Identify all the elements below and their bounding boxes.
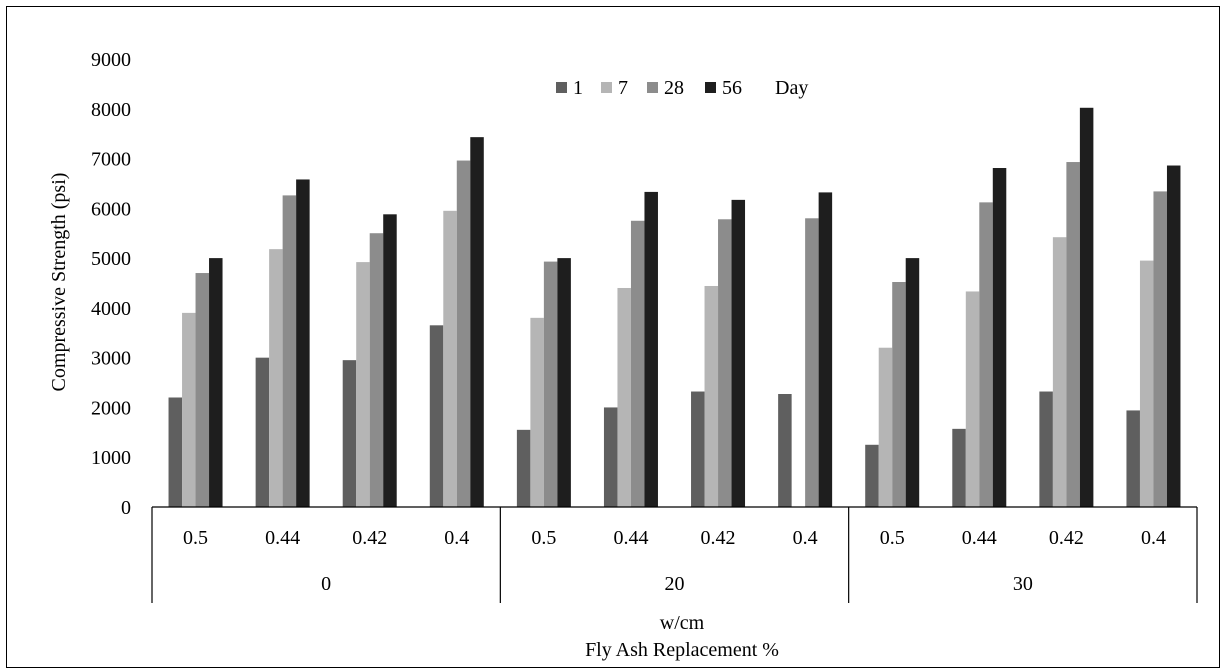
bar-series-28 [718,219,732,507]
bar-series-28 [369,233,384,507]
bar-series-7 [530,317,544,507]
y-axis-ticks: 0 1000 2000 3000 4000 5000 6000 7000 8000 9000 [91,49,131,519]
x-group-label: 0 [321,573,331,595]
y-tick-label: 7000 [91,149,131,171]
bar-series-56 [818,192,833,507]
bar-series-28 [456,160,471,508]
x-category-label: 0.4 [793,527,818,549]
x-category-label: 0.5 [880,527,905,549]
x-category-label: 0.5 [183,527,208,549]
bar-series-28 [282,195,297,507]
bar-series-7 [1052,237,1067,507]
y-tick-label: 3000 [91,348,131,370]
bar-series-56 [383,214,397,507]
legend-label: 7 [618,77,628,99]
bar-series-28 [1153,191,1167,507]
x-category-label: 0.44 [265,527,300,549]
bar-series-56 [731,199,746,507]
bar-series-28 [543,261,558,507]
legend-suffix: Day [775,77,808,99]
legend-swatch-7 [601,82,612,93]
bar-series-7 [356,262,370,507]
bar-series-1 [516,429,531,507]
bar-series-1 [1126,410,1140,507]
bar-series-28 [979,202,993,508]
bar-series-1 [952,428,966,507]
y-tick-label: 2000 [91,397,131,419]
y-tick-label: 0 [121,497,131,519]
bar-series-7 [965,291,980,507]
bar-series-56 [209,258,223,507]
y-tick-label: 1000 [91,447,131,469]
x-axis: 0.5 0.44 0.42 0.4 0 0.5 0.44 0.42 0.4 20 0.5 0.44 0.… [151,506,1198,603]
x-category-label: 0.42 [1049,527,1084,549]
bar-series-1 [778,394,792,507]
bar-series-1 [691,391,705,507]
legend: 1 7 28 56 Day [556,77,808,99]
bar-series-28 [805,218,819,508]
x-category-label: 0.4 [1141,527,1166,549]
bar-series-28 [892,282,906,507]
x-group-label: 20 [665,573,685,595]
bar-series-7 [1139,260,1154,507]
legend-swatch-28 [647,82,658,93]
bar-series-28 [195,273,210,507]
x-category-label: 0.42 [701,527,736,549]
bar-series-56 [470,137,484,507]
bar-series-7 [878,347,893,507]
legend-label: 56 [722,77,742,99]
x-category-label: 0.44 [613,527,648,549]
bar-series-7 [617,287,631,507]
bar-series-7 [182,312,196,507]
bar-series-56 [557,258,571,507]
bar-series-7 [443,210,457,507]
bar-series-56 [905,258,920,507]
bar-series-1 [168,397,183,507]
x-axis-label-wcm: w/cm [660,612,705,634]
x-category-label: 0.44 [962,527,997,549]
bar-series-1 [342,360,357,507]
bar-series-56 [992,168,1007,507]
bar-series-56 [296,179,310,507]
y-tick-label: 9000 [91,49,131,71]
y-tick-label: 8000 [91,99,131,121]
bar-series-56 [1166,165,1181,507]
bar-series-7 [269,249,283,507]
x-category-label: 0.4 [444,527,469,549]
x-group-label: 30 [1013,573,1033,595]
y-axis-label: Compressive Strength (psi) [48,173,70,392]
bar-series-1 [603,407,618,507]
bar-series-1 [255,357,270,507]
y-tick-label: 5000 [91,248,131,270]
bar-series-1 [429,325,444,507]
bar-series-56 [644,191,658,507]
y-tick-label: 6000 [91,198,131,220]
bars [168,107,1181,508]
x-category-label: 0.42 [352,527,387,549]
bar-series-1 [1039,391,1053,507]
y-tick-label: 4000 [91,298,131,320]
bar-series-7 [704,285,719,507]
legend-swatch-1 [556,82,567,93]
bar-series-1 [865,444,879,507]
bar-series-28 [630,220,645,507]
legend-label: 1 [573,77,583,99]
bar-series-56 [1079,107,1094,507]
x-axis-label-fly-ash: Fly Ash Replacement % [585,639,779,661]
bar-series-28 [1066,162,1080,508]
x-category-label: 0.5 [531,527,556,549]
legend-label: 28 [664,77,684,99]
legend-swatch-56 [705,82,716,93]
